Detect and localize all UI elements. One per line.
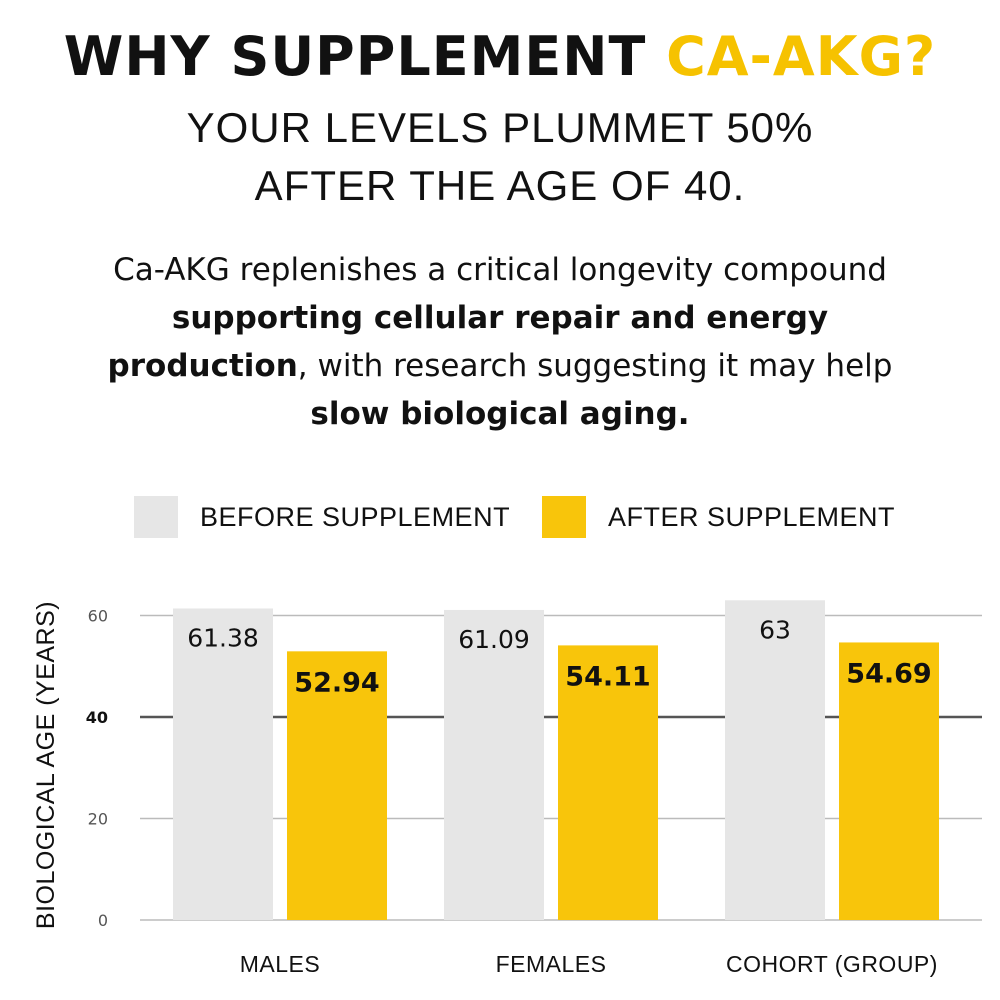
bar-after-0 <box>287 651 387 920</box>
y-tick-label-0: 0 <box>98 911 108 930</box>
bar-before-1 <box>444 609 544 920</box>
bar-label-before-2: 63 <box>759 615 791 644</box>
bar-label-before-0: 61.38 <box>187 623 259 652</box>
description-bold-3: slow biological aging. <box>310 396 690 432</box>
category-label-0: MALES <box>240 951 320 977</box>
bar-after-2 <box>839 642 939 920</box>
description-paragraph: Ca-AKG replenishes a critical longevity … <box>40 246 960 438</box>
headline-line-3: AFTER THE AGE OF 40. <box>254 162 746 209</box>
legend-swatch-after <box>542 496 586 538</box>
description-line-2: supporting cellular repair and energy <box>40 294 960 342</box>
description-line-3: production, with research suggesting it … <box>40 342 960 390</box>
bar-label-after-0: 52.94 <box>294 667 379 698</box>
legend-swatch-before <box>134 496 178 538</box>
headline-title: WHY SUPPLEMENT CA-AKG? <box>0 22 1000 92</box>
y-tick-label-60: 60 <box>88 607 108 626</box>
headline-line-2: YOUR LEVELS PLUMMET 50% <box>186 104 814 151</box>
y-axis-label: BIOLOGICAL AGE (YEARS) <box>32 601 60 929</box>
bar-before-0 <box>173 608 273 920</box>
y-tick-label-40: 40 <box>86 708 108 727</box>
legend-after: AFTER SUPPLEMENT <box>542 496 895 538</box>
description-line-4: slow biological aging. <box>40 390 960 438</box>
description-rest: , with research suggesting it may help <box>297 348 893 384</box>
legend-before: BEFORE SUPPLEMENT <box>134 496 510 538</box>
bar-after-1 <box>558 645 658 920</box>
category-label-2: COHORT (GROUP) <box>726 951 938 977</box>
description-bold-2: production <box>107 348 298 384</box>
headline-accent: CA-AKG? <box>666 25 937 88</box>
y-tick-label-20: 20 <box>88 810 108 829</box>
bar-before-2 <box>725 600 825 920</box>
bar-chart: 0 20 40 60 BIOLOGICAL AGE (YEARS) 61.38 52.94 M… <box>32 600 982 977</box>
description-line-1: Ca-AKG replenishes a critical longevity … <box>113 252 887 288</box>
headline-prefix: WHY SUPPLEMENT <box>63 25 667 88</box>
description-bold-1: supporting cellular repair and energy <box>171 300 829 336</box>
legend-label-before: BEFORE SUPPLEMENT <box>200 501 511 532</box>
legend-label-after: AFTER SUPPLEMENT <box>608 501 896 532</box>
category-label-1: FEMALES <box>496 951 607 977</box>
bar-label-before-1: 61.09 <box>458 625 530 654</box>
bar-label-after-1: 54.11 <box>565 661 650 692</box>
bar-label-after-2: 54.69 <box>846 658 931 689</box>
